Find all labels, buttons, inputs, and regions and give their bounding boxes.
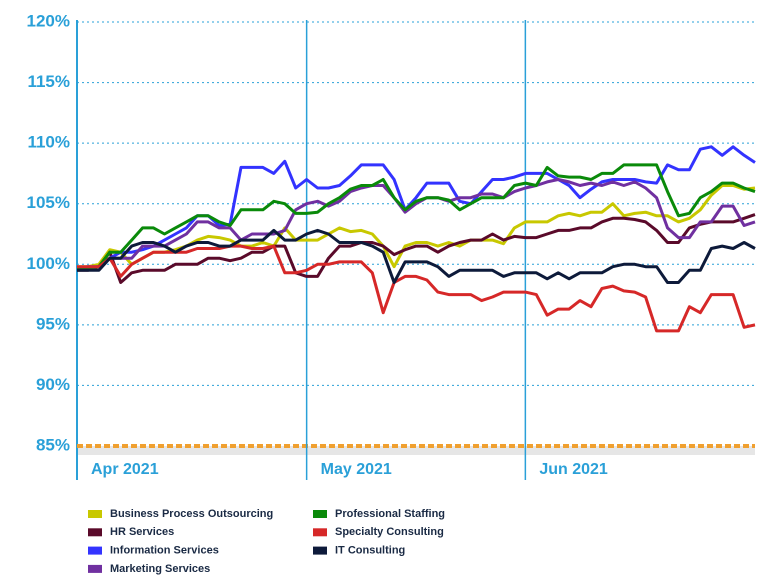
legend-label: Marketing Services — [110, 563, 210, 575]
y-tick-label: 90% — [36, 375, 70, 394]
series-line — [77, 178, 756, 270]
legend-swatch — [313, 510, 327, 518]
legend-swatch — [88, 564, 102, 573]
y-tick-label: 105% — [27, 193, 70, 212]
y-tick-label: 100% — [27, 254, 70, 273]
y-tick-label: 95% — [36, 314, 70, 333]
legend-label: Specialty Consulting — [335, 526, 444, 538]
y-tick-label: 120% — [27, 11, 70, 30]
x-tick-label: Jun 2021 — [539, 461, 608, 478]
legend-label: IT Consulting — [335, 545, 405, 557]
legend-label: HR Services — [110, 526, 174, 538]
legend-swatch — [313, 528, 327, 537]
legend-swatch — [88, 510, 102, 518]
series-line — [76, 145, 756, 270]
x-tick-label: May 2021 — [321, 461, 392, 478]
legend-swatch — [88, 528, 102, 537]
series-line — [77, 163, 756, 270]
legend-swatch — [313, 546, 327, 555]
y-tick-label: 115% — [27, 72, 70, 91]
legend-swatch — [88, 546, 102, 555]
x-tick-label: Apr 2021 — [91, 461, 159, 478]
legend-label: Information Services — [110, 545, 219, 557]
series-line — [77, 244, 756, 333]
legend-label: Professional Staffing — [335, 508, 445, 520]
y-tick-label: 85% — [36, 435, 70, 454]
series-line — [77, 228, 756, 284]
y-tick-label: 110% — [27, 133, 70, 152]
x-axis-band — [77, 446, 755, 455]
series-line — [77, 213, 756, 284]
legend-label: Business Process Outsourcing — [110, 508, 273, 520]
